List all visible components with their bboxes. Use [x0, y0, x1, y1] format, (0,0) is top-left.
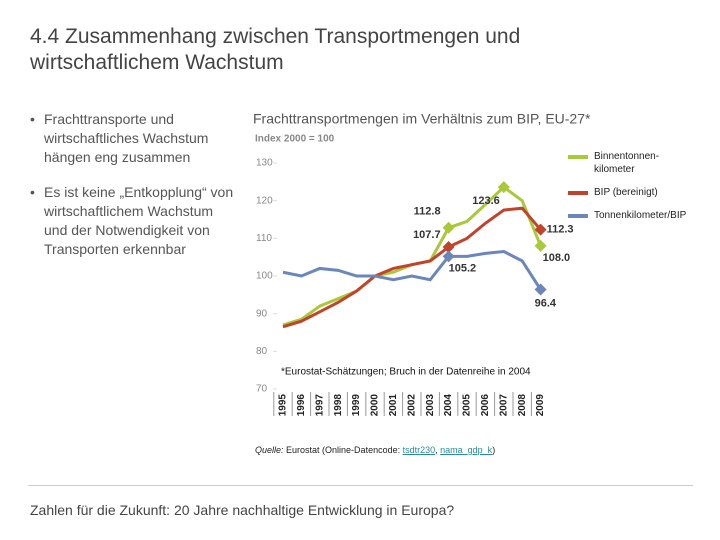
legend-label: BIP (bereinigt)	[594, 187, 658, 198]
x-tick-label: 2008	[517, 394, 528, 417]
series-line	[282, 249, 542, 291]
series-line	[282, 206, 542, 329]
x-tick-label: 2009	[535, 394, 546, 417]
y-tick-label: 120	[256, 195, 273, 206]
point-marker	[534, 283, 547, 296]
x-tick-label: 1995	[278, 394, 289, 417]
y-tick-label: 110	[256, 233, 272, 244]
x-tick-label: 2005	[462, 394, 473, 417]
x-tick-label: 1997	[314, 394, 325, 417]
point-marker	[497, 181, 510, 194]
y-tick-label: 70	[256, 384, 268, 395]
footer: Zahlen für die Zukunft: 20 Jahre nachhal…	[30, 502, 455, 518]
legend-label: Tonnenkilometer/BIP	[594, 210, 687, 221]
source: Quelle: Eurostat (Online-Datencode: tsdt…	[255, 445, 495, 455]
y-tick-label: 130	[256, 158, 273, 169]
source-sep: ,	[435, 445, 441, 455]
bullet: Frachttransporte und wirtschaftliches Wa…	[30, 110, 240, 167]
legend-item: Binnentonnen-kilometer	[568, 150, 673, 176]
x-tick-label: 2003	[425, 394, 436, 417]
source-link[interactable]: tsdtr230	[402, 445, 436, 455]
point-marker	[534, 223, 547, 236]
value-label: 112.8	[414, 206, 441, 218]
y-tick-label: 100	[256, 271, 273, 282]
x-tick-label: 2001	[388, 394, 399, 417]
bullet: Es ist keine „Entkopplung“ von wirtschaf…	[30, 183, 240, 259]
legend-swatch	[568, 214, 588, 218]
point-marker	[442, 250, 455, 263]
legend-swatch	[568, 191, 588, 195]
y-tick-label: 80	[256, 346, 268, 357]
x-tick-label: 1999	[351, 394, 362, 417]
x-tick-label: 2006	[480, 394, 491, 417]
legend: Binnentonnen-kilometer BIP (bereinigt) Ton…	[568, 150, 687, 232]
value-label: 123.6	[472, 195, 500, 207]
x-tick-label: 2002	[406, 394, 417, 417]
legend-label: Binnentonnen-kilometer	[594, 151, 660, 175]
point-marker	[534, 239, 547, 252]
y-tick-label: 90	[256, 308, 268, 319]
point-marker	[442, 221, 455, 234]
value-label: 105.2	[449, 262, 477, 274]
legend-item: BIP (bereinigt)	[568, 186, 673, 199]
source-text: Eurostat (Online-Datencode:	[283, 445, 403, 455]
source-label: Quelle:	[255, 445, 284, 455]
chart-title: Frachttransportmengen im Verhältnis zum …	[253, 111, 591, 127]
legend-item: Tonnenkilometer/BIP	[568, 209, 687, 222]
series-line	[282, 185, 542, 327]
footnote: *Eurostat-Schätzungen; Bruch in der Date…	[281, 367, 531, 378]
source-end: )	[492, 445, 496, 455]
source-link[interactable]: nama_gdp_k	[440, 445, 493, 455]
point-marker	[442, 240, 455, 253]
slide-title: 4.4 Zusammenhang zwischen Transportmenge…	[30, 25, 521, 74]
value-label: 112.3	[547, 224, 574, 236]
bullet-list: Frachttransporte und wirtschaftliches Wa…	[30, 110, 240, 275]
value-label: 96.4	[535, 297, 557, 309]
x-tick-label: 1998	[333, 394, 344, 417]
x-tick-label: 2000	[370, 394, 381, 417]
value-label: 108.0	[543, 252, 571, 264]
chart-subtitle: Index 2000 = 100	[255, 134, 335, 145]
value-label: 107.7	[413, 229, 441, 241]
divider	[28, 485, 693, 486]
x-tick-label: 2004	[443, 394, 454, 417]
x-tick-label: 1996	[296, 394, 307, 417]
legend-swatch	[568, 155, 588, 159]
x-tick-label: 2007	[498, 394, 509, 417]
